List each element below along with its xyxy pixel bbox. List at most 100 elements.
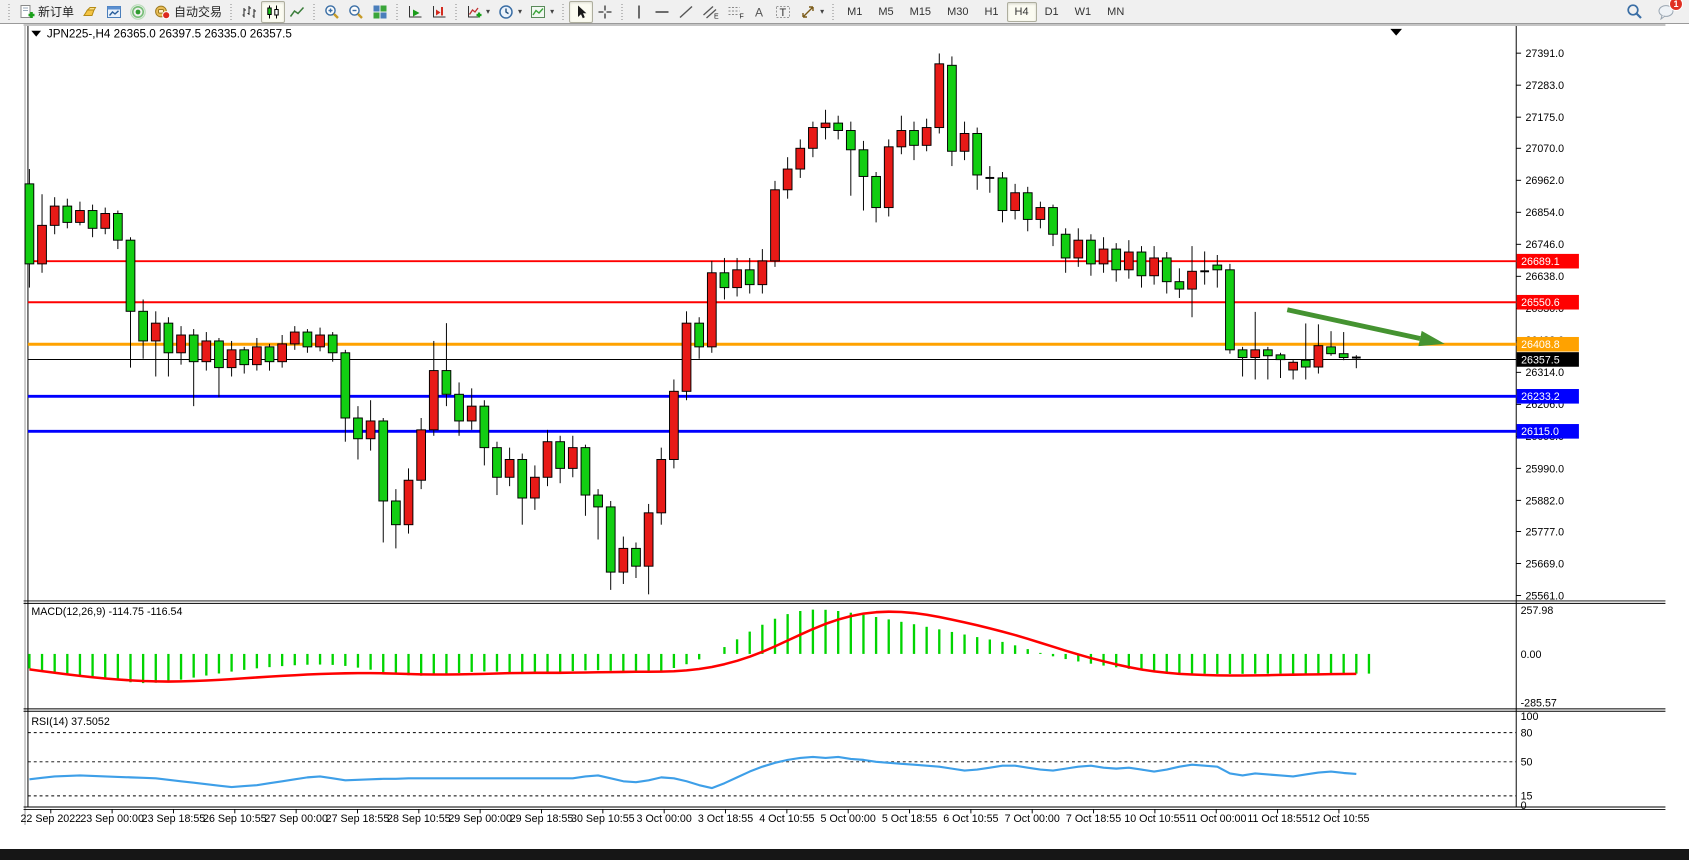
svg-text:10 Oct 10:55: 10 Oct 10:55 [1124,813,1185,825]
svg-text:T: T [780,7,787,19]
timeframe-h4[interactable]: H4 [1006,1,1037,22]
periods-button[interactable]: ▾ [494,1,526,23]
arrows-tool-button[interactable]: ▾ [796,1,828,23]
timeframe-m30[interactable]: M30 [947,5,969,18]
toolbar-grip[interactable] [7,3,12,20]
toolbar-grip[interactable] [454,3,460,20]
fibonacci-icon: F [727,4,744,20]
svg-text:15: 15 [1521,791,1533,803]
autotrading-label: 自动交易 [174,5,223,19]
fibonacci-tool-button[interactable]: F [723,1,748,23]
toolbar-grip[interactable] [831,3,837,20]
text-tool-button[interactable]: A [748,1,771,23]
signals-button[interactable] [126,1,150,23]
indicators-icon [466,4,482,20]
templates-button[interactable]: ▾ [526,1,558,23]
svg-text:26746.0: 26746.0 [1525,239,1564,251]
new-order-button[interactable]: 新订单 [15,1,78,23]
svg-text:257.98: 257.98 [1521,605,1554,617]
horizontal-line-tool-button[interactable] [650,1,674,23]
toolbar-grip[interactable] [312,3,318,20]
trendline-icon [678,4,694,20]
text-label-tool-button[interactable]: T [771,1,796,23]
svg-text:100: 100 [1521,711,1539,723]
svg-text:25669.0: 25669.0 [1525,558,1564,570]
chart-area[interactable]: 27391.0 27283.0 27175.0 27070.0 26962.0 26854… [0,24,1689,860]
chart-shift-button[interactable] [427,1,451,23]
toolbar-grip[interactable] [229,3,235,20]
crosshair-button[interactable] [593,1,617,23]
svg-text:26233.2: 26233.2 [1521,391,1560,403]
svg-text:26408.8: 26408.8 [1521,339,1560,351]
bar-chart-button[interactable] [237,1,261,23]
svg-text:23 Sep 00:00: 23 Sep 00:00 [80,813,144,825]
svg-text:80: 80 [1521,728,1533,740]
auto-scroll-button[interactable] [403,1,427,23]
svg-text:12 Oct 10:55: 12 Oct 10:55 [1308,813,1369,825]
svg-text:26854.0: 26854.0 [1525,207,1564,219]
svg-text:26314.0: 26314.0 [1525,367,1564,379]
timeframe-mn[interactable]: MN [1107,5,1125,18]
tile-windows-button[interactable] [368,1,392,23]
zoom-out-button[interactable] [344,1,368,23]
toolbar-grip[interactable] [395,3,401,20]
new-order-icon [19,4,35,20]
svg-text:5 Oct 18:55: 5 Oct 18:55 [882,813,937,825]
svg-text:27391.0: 27391.0 [1525,48,1564,60]
autotrading-icon [154,4,171,20]
autotrading-button[interactable]: 自动交易 [150,1,226,23]
svg-text:26357.5: 26357.5 [1521,354,1560,366]
svg-text:26115.0: 26115.0 [1521,426,1559,438]
vertical-line-tool-button[interactable] [628,1,650,23]
main-chart-svg[interactable]: 27391.0 27283.0 27175.0 27070.0 26962.0 26854… [0,24,1689,860]
svg-text:27 Sep 00:00: 27 Sep 00:00 [264,813,328,825]
gold-button[interactable] [78,1,102,23]
chat-notifications-button[interactable]: 1 [1653,0,1683,23]
svg-text:26962.0: 26962.0 [1525,175,1564,187]
top-toolbar: 新订单 自动交易 [0,0,1689,24]
line-chart-button[interactable] [285,1,309,23]
chart-window-button[interactable] [102,1,126,23]
arrows-dropdown-caret: ▾ [820,7,825,16]
svg-text:26550.6: 26550.6 [1521,297,1560,309]
search-icon [1626,3,1643,20]
tile-windows-icon [372,4,388,20]
svg-text:27175.0: 27175.0 [1525,112,1564,124]
cursor-button[interactable] [569,0,594,23]
svg-text:26638.0: 26638.0 [1525,271,1564,283]
timeframe-m15[interactable]: M15 [909,5,932,18]
zoom-in-button[interactable] [320,1,344,23]
timeframe-w1[interactable]: W1 [1074,5,1092,18]
crosshair-icon [597,4,613,20]
trendline-tool-button[interactable] [674,1,698,23]
search-button[interactable] [1622,1,1647,23]
cursor-icon [573,4,589,20]
svg-text:JPN225-,H4 26365.0 26397.5 26: JPN225-,H4 26365.0 26397.5 26335.0 26357… [47,28,292,41]
svg-text:4 Oct 10:55: 4 Oct 10:55 [759,813,814,825]
timeframe-d1[interactable]: D1 [1044,5,1059,18]
equidistant-channel-tool-button[interactable]: E [698,1,723,23]
text-icon: A [752,4,767,20]
svg-text:7 Oct 18:55: 7 Oct 18:55 [1066,813,1121,825]
svg-text:3 Oct 00:00: 3 Oct 00:00 [637,813,692,825]
svg-text:29 Sep 18:55: 29 Sep 18:55 [510,813,574,825]
timeframe-h1[interactable]: H1 [984,5,999,18]
svg-text:-285.57: -285.57 [1521,697,1557,709]
timeframe-m5[interactable]: M5 [878,5,894,18]
svg-text:0.00: 0.00 [1521,649,1542,661]
indicators-button[interactable]: ▾ [462,1,494,23]
notification-badge: 1 [1669,0,1683,11]
svg-text:50: 50 [1521,757,1533,769]
toolbar-grip[interactable] [561,3,567,20]
timeframe-buttons: M1 M5 M15 M30 H1 H4 D1 W1 MN [839,1,1132,22]
template-icon [530,4,546,20]
svg-text:25561.0: 25561.0 [1525,590,1564,602]
candlestick-chart-button[interactable] [261,0,286,23]
toolbar-grip[interactable] [620,3,626,20]
svg-text:F: F [740,13,744,20]
templates-dropdown-caret: ▾ [550,7,555,16]
chart-window-icon [106,4,122,20]
svg-text:3 Oct 18:55: 3 Oct 18:55 [698,813,753,825]
svg-text:23 Sep 18:55: 23 Sep 18:55 [142,813,206,825]
timeframe-m1[interactable]: M1 [847,5,863,18]
